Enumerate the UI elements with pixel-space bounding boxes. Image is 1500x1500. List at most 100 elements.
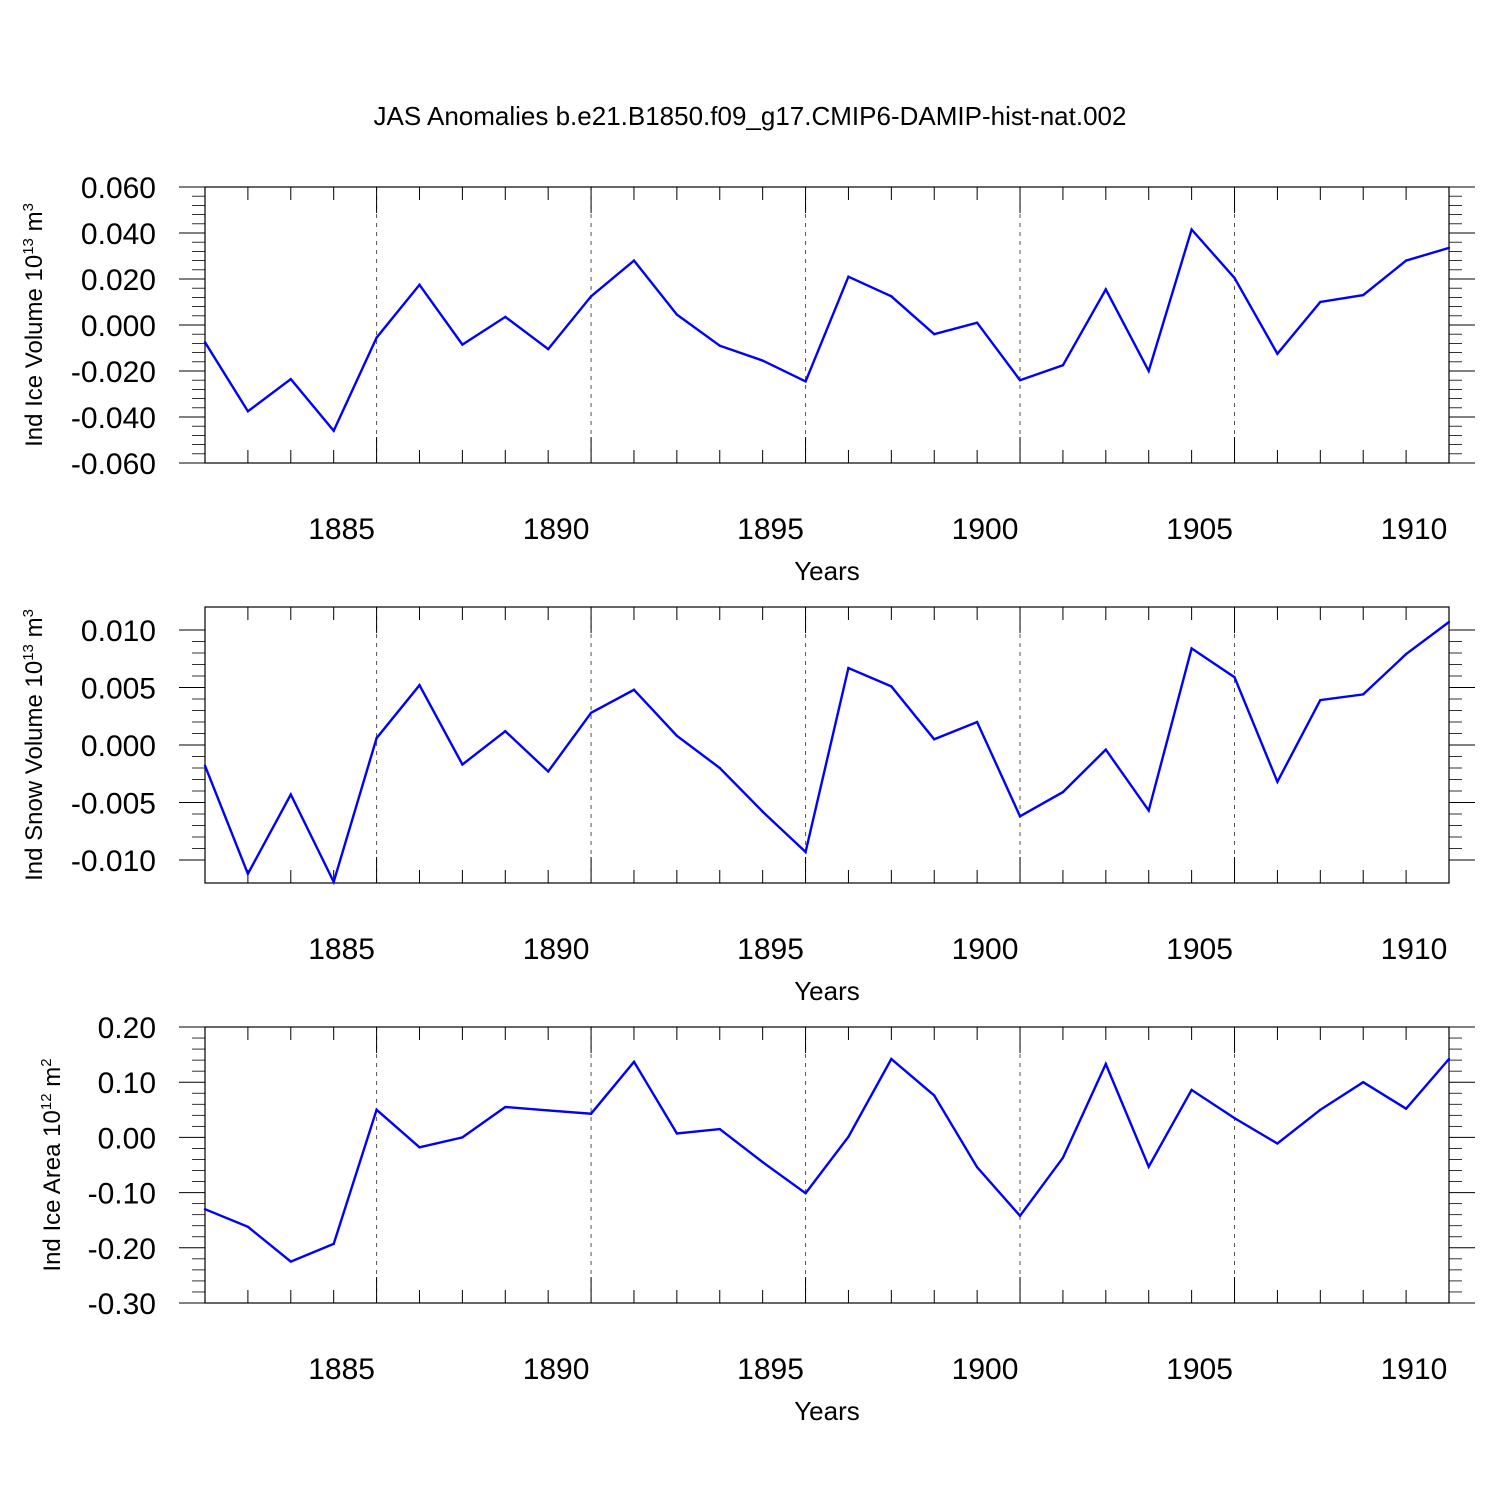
chart3-ylabel-base: Ind Ice Area 10	[39, 1110, 66, 1271]
chart3-point-1886	[418, 1146, 421, 1149]
chart2-xtick-label-1910: 1910	[1381, 933, 1448, 966]
chart3-xtick-label-1910: 1910	[1381, 1353, 1448, 1386]
chart1-ylabel-exp: 13	[20, 238, 37, 255]
chart2-point-1907	[1319, 698, 1322, 702]
chart1-point-1885	[375, 336, 378, 339]
chart2-xtick-label-1885: 1885	[308, 933, 375, 966]
chart1-point-1883	[289, 377, 292, 381]
chart2-point-1904	[1190, 647, 1193, 650]
chart2-xlabel: Years	[794, 976, 860, 1006]
chart3-point-1882	[246, 1225, 250, 1229]
chart1-point-1906	[1276, 352, 1279, 355]
chart3-ytick-label: 0.20	[98, 1012, 156, 1045]
chart3-ylabel-unit: m	[39, 1067, 66, 1094]
chart2-ylabel-unit-exp: 3	[20, 609, 37, 617]
chart3-point-1887	[461, 1136, 464, 1139]
chart1-point-1905	[1233, 276, 1236, 280]
chart2-point-1888	[504, 730, 507, 733]
chart1-point-1884	[332, 429, 335, 432]
chart1-series-line	[203, 227, 1450, 434]
chart1-point-1907	[1319, 300, 1322, 304]
chart3-point-1899	[975, 1166, 979, 1169]
chart1-point-1903	[1147, 369, 1150, 373]
chart3-ylabel: Ind Ice Area 1012 m2	[38, 1058, 66, 1271]
chart2-point-1891	[632, 688, 636, 691]
chart2-ytick-label: 0.005	[81, 673, 156, 706]
chart2-ylabel-unit: m	[21, 617, 48, 644]
chart3-ytick-label: -0.30	[88, 1288, 156, 1321]
chart2-series-line	[203, 621, 1450, 886]
chart3-point-1894	[761, 1161, 764, 1164]
chart1-ylabel-base: Ind Ice Volume 10	[21, 255, 48, 447]
chart1-ylabel: Ind Ice Volume 1013 m3	[20, 203, 48, 447]
chart3-point-1907	[1319, 1108, 1322, 1112]
chart3-ytick-label: -0.10	[88, 1178, 156, 1211]
chart3-ytick-label: 0.10	[98, 1067, 156, 1100]
chart3-point-1893	[718, 1127, 721, 1131]
chart1-ylabel-unit-exp: 3	[20, 203, 37, 211]
chart1-point-1910	[1447, 246, 1451, 250]
chart3-xtick-label-1895: 1895	[737, 1353, 804, 1386]
chart2-point-1903	[1147, 809, 1150, 812]
chart1-point-1891	[632, 259, 636, 262]
chart3-point-1903	[1147, 1165, 1150, 1168]
chart2-ytick-label: -0.010	[71, 845, 156, 878]
chart2-point-1895	[804, 850, 807, 854]
chart1-point-1900	[1018, 379, 1022, 382]
chart1-point-1886	[418, 283, 421, 286]
chart1-point-1893	[718, 344, 721, 347]
chart1-point-1895	[804, 380, 807, 383]
chart2-point-1900	[1018, 815, 1022, 818]
chart2-xtick-label-1900: 1900	[952, 933, 1019, 966]
chart1-xtick-label-1900: 1900	[952, 513, 1019, 546]
chart2-point-1899	[975, 720, 979, 724]
chart1-point-1904	[1190, 228, 1193, 231]
chart2-ylabel: Ind Snow Volume 1013 m3	[20, 609, 48, 881]
chart1-ylabel-unit: m	[21, 211, 48, 238]
chart3-ylabel-exp: 12	[38, 1093, 55, 1110]
chart2-point-1894	[761, 810, 764, 813]
chart1-xtick-label-1905: 1905	[1166, 513, 1233, 546]
chart1-point-1897	[890, 295, 893, 298]
chart3-ytick-label: -0.20	[88, 1233, 156, 1266]
chart3-point-1884	[332, 1242, 335, 1246]
chart3-xtick-label-1900: 1900	[952, 1353, 1019, 1386]
chart3-ytick-label: 0.00	[98, 1122, 156, 1155]
chart2-xtick-label-1905: 1905	[1166, 933, 1233, 966]
chart3-point-1898	[933, 1094, 936, 1097]
chart2-xtick-label-1890: 1890	[523, 933, 590, 966]
chart3-point-1885	[375, 1108, 378, 1112]
page-title: JAS Anomalies b.e21.B1850.f09_g17.CMIP6-…	[374, 101, 1127, 131]
chart3-xlabel: Years	[794, 1396, 860, 1426]
chart3-point-1906	[1276, 1142, 1279, 1145]
chart2-point-1889	[546, 770, 550, 773]
chart1-point-1909	[1404, 259, 1408, 262]
chart1-point-1881	[203, 341, 207, 344]
chart3-xtick-label-1890: 1890	[523, 1353, 590, 1386]
chart1-point-1894	[761, 359, 764, 362]
chart2-point-1905	[1233, 675, 1236, 679]
chart3-xtick-label-1905: 1905	[1166, 1353, 1233, 1386]
chart3-point-1901	[1061, 1156, 1065, 1160]
chart2-ylabel-base: Ind Snow Volume 10	[21, 661, 48, 881]
chart3-point-1883	[289, 1260, 292, 1263]
chart1-point-1882	[246, 410, 250, 413]
chart3-point-1902	[1104, 1062, 1108, 1066]
chart1-point-1892	[675, 313, 679, 316]
chart1-ytick-label: 0.060	[81, 172, 156, 205]
chart3-point-1904	[1190, 1088, 1193, 1092]
chart2-ylabel-exp: 13	[20, 644, 37, 661]
chart2-point-1902	[1104, 748, 1108, 751]
chart1-point-1898	[933, 333, 936, 336]
chart3-point-1881	[203, 1207, 207, 1211]
chart3-point-1892	[675, 1132, 679, 1135]
chart2-point-1908	[1362, 693, 1365, 696]
chart2-point-1893	[718, 766, 721, 770]
chart1-xtick-label-1890: 1890	[523, 513, 590, 546]
chart2-point-1892	[675, 734, 679, 737]
chart1-ytick-label: 0.040	[81, 218, 156, 251]
chart2-point-1898	[933, 738, 936, 741]
snow-volume-panel: -0.010 -0.005 0.000 0.005 0.010 1885 1890 1895 1…	[20, 606, 1475, 1006]
